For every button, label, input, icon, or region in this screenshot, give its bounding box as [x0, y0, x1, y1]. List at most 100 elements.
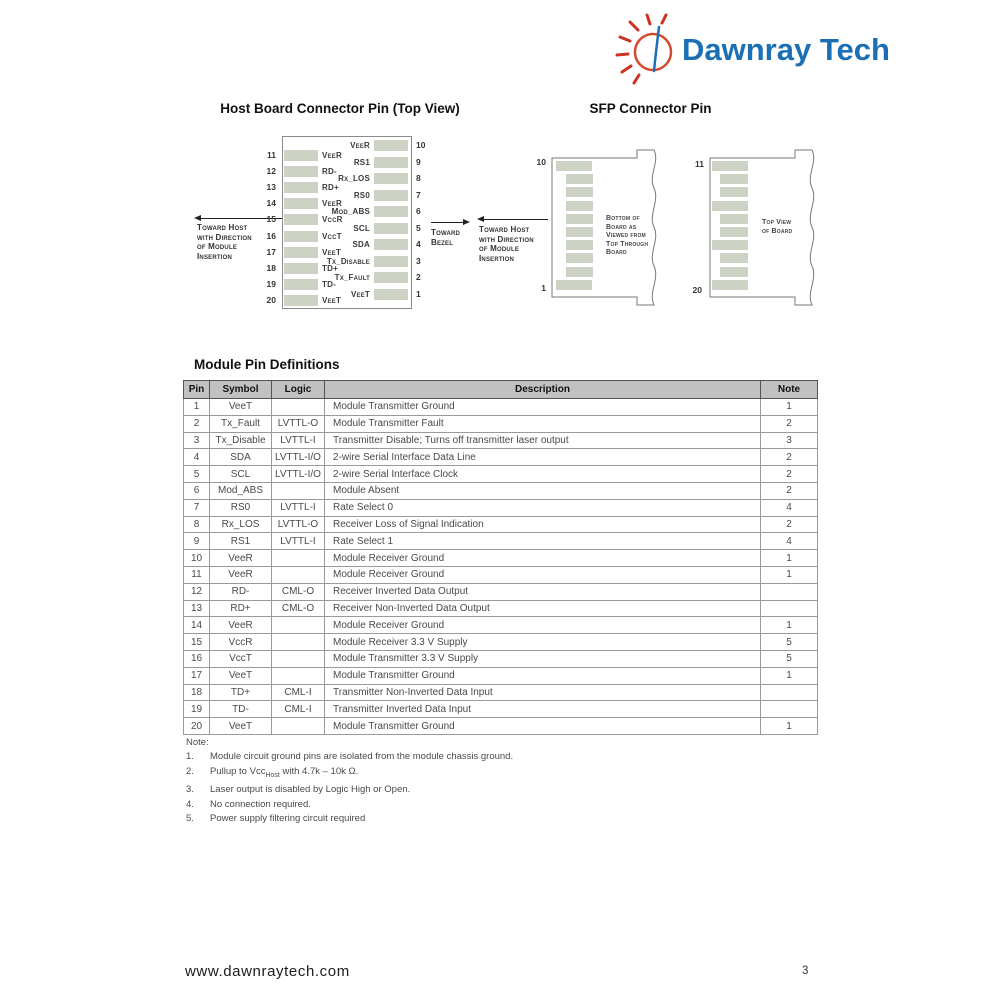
host-right-pin-row: Mod_ABS 6 [0, 206, 1000, 217]
note-number: 5. [186, 812, 194, 824]
note-number: 1. [186, 751, 194, 763]
host-left-pin-row: 18 TD+ [0, 262, 1000, 274]
label-line: Top View [762, 219, 792, 226]
sfp-pin-number: 11 [695, 159, 704, 169]
table-cell: LVTTL-O [271, 414, 325, 433]
connector-pad-icon [374, 222, 408, 234]
table-cell: 4 [760, 532, 818, 551]
table-cell: RS0 [209, 498, 272, 517]
pin-number: 12 [266, 166, 276, 177]
table-cell: 7 [183, 498, 210, 517]
table-cell: RD- [209, 582, 272, 601]
table-cell: 5 [760, 649, 818, 668]
table-cell: CML-O [271, 599, 325, 618]
table-cell: 2 [760, 481, 818, 500]
table-cell: 1 [760, 398, 818, 416]
table-cell: 1 [760, 717, 818, 735]
table-header-description: Description [324, 380, 761, 399]
table-cell: 13 [183, 599, 210, 618]
pin-label: VeeR [322, 199, 342, 209]
label-line: Board as [606, 223, 637, 231]
table-row: 5 SCL LVTTL-I/O 2-wire Serial Interface Clo… [183, 465, 818, 483]
sfp-pad-icon [720, 174, 748, 185]
table-cell: CML-O [271, 582, 325, 601]
table-cell [271, 616, 325, 635]
toward-host-label-left: Toward Host with Direction of Module Insert… [197, 223, 252, 261]
table-cell: Module Receiver Ground [324, 549, 761, 567]
sfp-pad-icon [720, 266, 748, 277]
note-item: 4. No connection required. [186, 798, 786, 812]
table-row: 11 VeeR Module Receiver Ground 1 [183, 565, 818, 584]
label-line: Top Through [606, 240, 649, 248]
table-cell: 2 [760, 515, 818, 534]
table-cell: Tx_Fault [209, 414, 272, 433]
table-row: 2 Tx_Fault LVTTL-O Module Transmitter Fault… [183, 414, 818, 433]
table-cell: 3 [760, 431, 818, 450]
label-line: Toward [431, 228, 461, 237]
toward-host-label-right: Toward Host with Direction of Module Insert… [479, 225, 534, 263]
note-number: 3. [186, 784, 194, 796]
connector-pad-icon [284, 150, 318, 161]
table-cell: VeeT [209, 666, 272, 685]
sfp-pad-icon [566, 213, 593, 224]
connector-pad-icon [374, 189, 408, 201]
pin-table-body: 1 VeeT Module Transmitter Ground 1 2 Tx_Fault… [183, 398, 818, 735]
host-right-pin-row: VeeR 10 [0, 140, 1000, 151]
table-cell: LVTTL-I [271, 431, 325, 450]
host-left-pin-row: 11 VeeR [0, 150, 1000, 161]
table-row: 6 Mod_ABS Module Absent 2 [183, 481, 818, 500]
table-cell: 16 [183, 649, 210, 668]
note-item: 3. Laser output is disabled by Logic High… [186, 783, 786, 797]
table-cell: Module Receiver Ground [324, 565, 761, 584]
host-right-pin-row: VeeT 1 [0, 288, 1000, 300]
table-cell: VccT [209, 649, 272, 668]
note-text-pre: Pullup to Vcc [210, 765, 266, 777]
table-cell: 3 [183, 431, 210, 450]
pin-label: Tx_Fault [334, 273, 370, 282]
table-cell: 17 [183, 666, 210, 685]
label-line: with Direction [479, 234, 534, 244]
connector-pad-icon [374, 255, 408, 267]
host-left-pin-row: 14 VeeR [0, 198, 1000, 210]
note-text-post: with 4.7k – 10k Ω. [279, 765, 359, 777]
label-line: Toward Host [197, 223, 248, 232]
table-cell [271, 717, 325, 735]
table-cell: Tx_Disable [209, 431, 272, 450]
host-right-pin-row: Tx_Fault 2 [0, 272, 1000, 283]
note-text: Module circuit ground pins are isolated … [210, 751, 514, 763]
table-row: 3 Tx_Disable LVTTL-I Transmitter Disable; T… [183, 431, 818, 450]
label-line: of Module [479, 244, 520, 253]
table-cell [271, 633, 325, 651]
connector-pad-icon [374, 173, 408, 184]
table-cell: Receiver Non-Inverted Data Output [324, 599, 761, 618]
company-logo: Dawnray Tech [612, 10, 890, 90]
pin-label: VeeR [350, 141, 370, 150]
table-cell: VeeR [209, 549, 272, 567]
connector-pad-icon [374, 156, 408, 168]
pin-number: 6 [416, 206, 421, 216]
pin-label: Rx_LOS [338, 174, 370, 183]
connector-pad-icon [374, 272, 408, 283]
table-row: 15 VccR Module Receiver 3.3 V Supply 5 [183, 633, 818, 651]
connector-pad-icon [374, 140, 408, 151]
pin-label: VccT [322, 231, 342, 241]
pin-number: 17 [266, 246, 276, 257]
connector-pad-icon [284, 198, 318, 210]
pin-number: 8 [416, 173, 421, 183]
table-cell: Transmitter Disable; Turns off transmitt… [324, 431, 761, 450]
pin-number: 10 [416, 140, 426, 150]
toward-bezel-label: Toward Bezel [431, 228, 460, 247]
note-number: 4. [186, 798, 194, 810]
sfp-right-caption: Top View of Board [762, 219, 822, 236]
sfp-diagram-title: SFP Connector Pin [589, 101, 712, 116]
label-line: Toward Host [479, 225, 530, 234]
table-cell: 12 [183, 582, 210, 601]
table-row: 17 VeeT Module Transmitter Ground 1 [183, 666, 818, 685]
label-line: of Module [197, 242, 238, 251]
notes-label: Note: [186, 737, 209, 748]
table-cell: 11 [183, 565, 210, 584]
connector-pad-icon [284, 246, 318, 258]
table-cell [760, 683, 818, 702]
